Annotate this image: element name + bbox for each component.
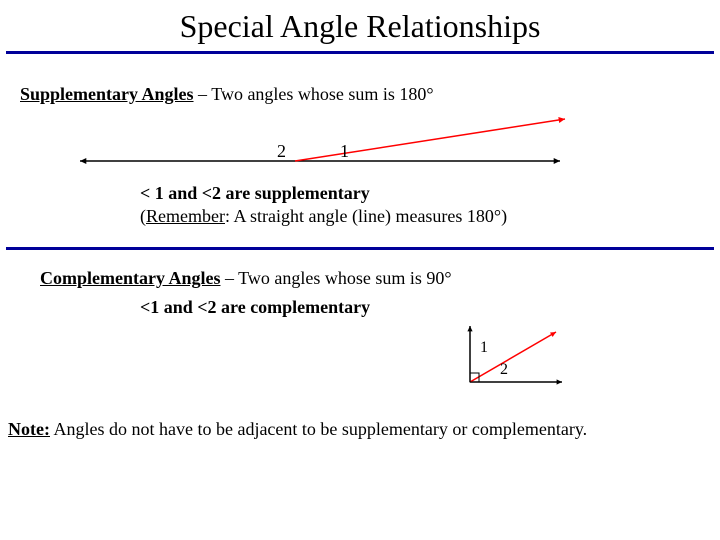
svg-text:1: 1: [340, 141, 349, 161]
complementary-def-text: – Two angles whose sum is 90°: [220, 268, 451, 288]
svg-text:2: 2: [500, 361, 508, 378]
note-prefix: Note:: [8, 419, 50, 439]
page-title: Special Angle Relationships: [0, 0, 720, 51]
supplementary-statement: < 1 and <2 are supplementary: [140, 183, 370, 203]
supplementary-def-text: – Two angles whose sum is 180°: [194, 84, 434, 104]
footer-note: Note: Angles do not have to be adjacent …: [8, 419, 720, 440]
supplementary-term: Supplementary Angles: [20, 84, 194, 104]
note-rest: Angles do not have to be adjacent to be …: [50, 419, 587, 439]
svg-text:1: 1: [480, 339, 488, 356]
complementary-diagram: 12: [450, 322, 700, 397]
supplementary-diagram: 12: [20, 113, 700, 178]
complementary-term: Complementary Angles: [40, 268, 220, 288]
remember-rest: : A straight angle (line) measures 180°): [225, 206, 507, 226]
complementary-section: Complementary Angles – Two angles whose …: [0, 268, 720, 397]
supplementary-explanation: < 1 and <2 are supplementary (Remember: …: [140, 182, 700, 229]
remember-word: Remember: [146, 206, 225, 226]
divider-top: [6, 51, 714, 54]
complementary-definition: Complementary Angles – Two angles whose …: [40, 268, 700, 289]
complementary-statement: <1 and <2 are complementary: [140, 297, 700, 318]
supplementary-section: Supplementary Angles – Two angles whose …: [0, 84, 720, 229]
supplementary-definition: Supplementary Angles – Two angles whose …: [20, 84, 700, 105]
divider-mid: [6, 247, 714, 250]
svg-text:2: 2: [277, 141, 286, 161]
